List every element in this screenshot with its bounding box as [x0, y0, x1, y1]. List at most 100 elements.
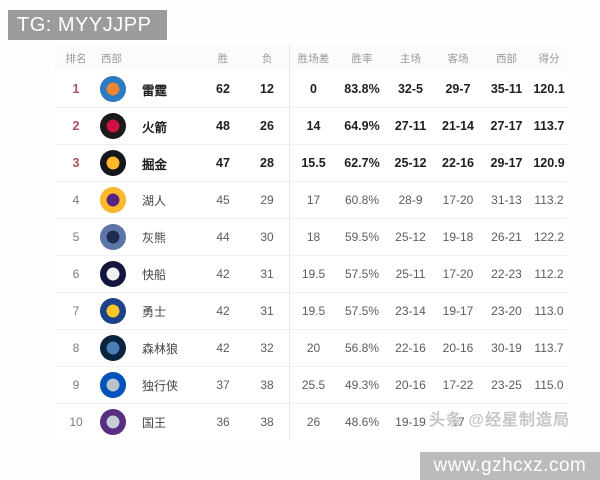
table-row-lakers[interactable]: 4 湖人 45 29 17 60.8% 28-9 17-20 31-13 113.2	[55, 181, 567, 218]
rank-cell: 4	[72, 193, 80, 207]
table-body: 1 雷霆 62 12 0 83.8% 32-5 29-7 35-11 120.1 2 火箭 48 26 14…	[55, 71, 567, 440]
team-name: 雷霆	[142, 83, 168, 98]
home-record-cell: 27-11	[394, 119, 427, 133]
wins-cell: 62	[216, 82, 230, 96]
table-row-timberwolves[interactable]: 8 森林狼 42 32 20 56.8% 22-16 20-16 30-19 113.7	[55, 329, 567, 366]
losses-cell: 12	[260, 82, 274, 96]
wins-cell: 44	[216, 230, 230, 244]
win-pct-cell: 48.6%	[344, 415, 380, 429]
table-row-thunder[interactable]: 1 雷霆 62 12 0 83.8% 32-5 29-7 35-11 120.1	[55, 71, 567, 107]
header-col-4: 胜场差	[289, 45, 337, 71]
rank-cell: 3	[72, 156, 80, 170]
header-col-6: 主场	[400, 52, 421, 65]
header-col-2: 胜	[217, 52, 229, 65]
points-cell: 120.1	[533, 82, 565, 96]
home-record-cell: 28-9	[398, 193, 423, 207]
west-record-cell: 26-21	[491, 230, 522, 244]
team-name: 灰熊	[142, 230, 167, 245]
team-name: 森林狼	[142, 341, 179, 356]
team-logo-wrap	[97, 367, 129, 403]
games-behind-cell: 19.5	[289, 293, 337, 329]
table-row-grizzlies[interactable]: 5 灰熊 44 30 18 59.5% 25-12 19-18 26-21 122.2	[55, 218, 567, 255]
points-cell: 112.2	[534, 267, 564, 281]
grizzlies-logo-icon	[100, 224, 126, 250]
away-record-cell: 22-16	[442, 156, 474, 170]
team-name: 火箭	[142, 120, 168, 135]
away-record-cell: 29-7	[445, 82, 471, 96]
tg-banner-text: TG: MYYJJPP	[17, 13, 152, 36]
win-pct-cell: 60.8%	[344, 193, 380, 207]
rank-cell: 8	[72, 341, 80, 355]
site-watermark-text: www.gzhcxz.com	[433, 455, 587, 476]
rank-cell: 10	[69, 415, 83, 429]
west-record-cell: 30-19	[491, 341, 522, 355]
lakers-logo-icon	[100, 187, 126, 213]
losses-cell: 30	[260, 230, 274, 244]
wins-cell: 36	[216, 415, 230, 429]
games-behind-cell: 19.5	[289, 256, 337, 292]
west-record-cell: 22-23	[491, 267, 522, 281]
points-cell: 120.9	[533, 156, 565, 170]
team-logo-wrap	[97, 404, 129, 440]
timberwolves-logo-icon	[100, 335, 126, 361]
away-record-cell: 17-22	[442, 378, 474, 392]
table-row-clippers[interactable]: 6 快船 42 31 19.5 57.5% 25-11 17-20 22-23 112.2	[55, 255, 567, 292]
home-record-cell: 25-12	[394, 156, 427, 170]
win-pct-cell: 64.9%	[344, 119, 380, 133]
rank-cell: 7	[72, 304, 80, 318]
table-row-kings[interactable]: 10 国王 36 38 26 48.6% 19-19 17	[55, 403, 567, 440]
header-col-1: 西部	[101, 52, 122, 65]
team-name: 快船	[142, 267, 167, 282]
losses-cell: 38	[260, 378, 274, 392]
rank-cell: 2	[72, 119, 80, 133]
team-logo-wrap	[97, 108, 129, 144]
away-record-cell: 21-14	[442, 119, 474, 133]
points-cell: 113.7	[533, 119, 565, 133]
home-record-cell: 25-12	[395, 230, 426, 244]
win-pct-cell: 57.5%	[344, 267, 380, 281]
west-record-cell: 35-11	[490, 82, 523, 96]
win-pct-cell: 83.8%	[344, 82, 380, 96]
games-behind-cell: 15.5	[289, 145, 337, 181]
header-col-3: 负	[261, 52, 273, 65]
home-record-cell: 20-16	[395, 378, 426, 392]
west-record-cell: 23-25	[491, 378, 522, 392]
losses-cell: 31	[260, 267, 274, 281]
games-behind-cell: 14	[289, 108, 337, 144]
win-pct-cell: 56.8%	[344, 341, 380, 355]
table-row-rockets[interactable]: 2 火箭 48 26 14 64.9% 27-11 21-14 27-17 113.7	[55, 107, 567, 144]
nuggets-logo-icon	[100, 150, 126, 176]
win-pct-cell: 57.5%	[344, 304, 380, 318]
table-row-mavericks[interactable]: 9 独行侠 37 38 25.5 49.3% 20-16 17-22 23-25 115.0	[55, 366, 567, 403]
win-pct-cell: 62.7%	[344, 156, 380, 170]
win-pct-cell: 49.3%	[344, 378, 380, 392]
rank-cell: 1	[72, 82, 80, 96]
clippers-logo-icon	[100, 261, 126, 287]
header-col-7: 客场	[447, 52, 469, 65]
west-record-cell: 29-17	[490, 156, 523, 170]
away-record-cell: 17-20	[442, 267, 474, 281]
team-name: 湖人	[142, 193, 167, 208]
west-record-cell: 23-20	[491, 304, 522, 318]
wins-cell: 47	[216, 156, 230, 170]
header-col-5: 胜率	[351, 52, 373, 65]
away-record-cell: 17-20	[442, 193, 474, 207]
games-behind-cell: 17	[289, 182, 337, 218]
games-behind-cell: 20	[289, 330, 337, 366]
warriors-logo-icon	[100, 298, 126, 324]
home-record-cell: 23-14	[395, 304, 426, 318]
team-name: 掘金	[142, 157, 168, 172]
kings-logo-icon	[100, 409, 126, 435]
losses-cell: 26	[260, 119, 274, 133]
losses-cell: 29	[260, 193, 274, 207]
toutiao-watermark: 头条 @经星制造局	[429, 412, 571, 429]
table-row-warriors[interactable]: 7 勇士 42 31 19.5 57.5% 23-14 19-17 23-20 113.0	[55, 292, 567, 329]
west-record-cell: 31-13	[491, 193, 522, 207]
games-behind-cell: 18	[289, 219, 337, 255]
home-record-cell: 19-19	[395, 415, 426, 429]
team-logo-wrap	[97, 219, 129, 255]
points-cell: 113.7	[534, 341, 564, 355]
tg-banner: TG: MYYJJPP	[8, 10, 168, 40]
wins-cell: 42	[216, 304, 230, 318]
table-row-nuggets[interactable]: 3 掘金 47 28 15.5 62.7% 25-12 22-16 29-17 120.9	[55, 144, 567, 181]
